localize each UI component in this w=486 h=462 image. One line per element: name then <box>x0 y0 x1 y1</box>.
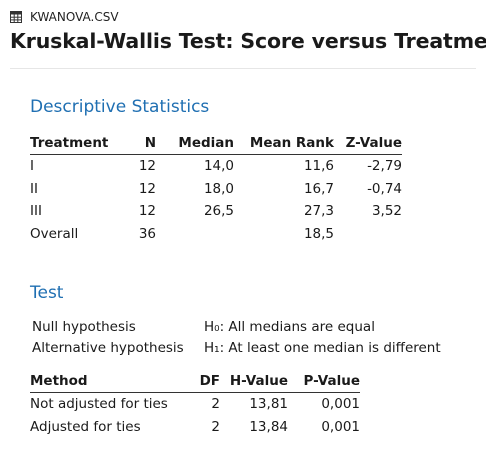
table-row: Overall 36 18,5 <box>30 223 402 246</box>
method-cell: Not adjusted for ties <box>30 396 168 413</box>
table-header-row: Method DF H-Value P-Value <box>30 371 360 393</box>
treatment-cell: II <box>30 180 38 197</box>
title-divider <box>10 68 476 69</box>
z-value-cell: -0,74 <box>367 180 402 197</box>
column-header-treatment: Treatment <box>30 133 128 155</box>
table-grid-icon <box>10 11 22 23</box>
n-cell: 36 <box>138 225 156 242</box>
column-header-mean-rank: Mean Rank <box>236 133 336 155</box>
table-row: Not adjusted for ties 2 13,81 0,001 <box>30 393 360 416</box>
file-name: KWANOVA.CSV <box>30 10 119 24</box>
table-header-row: Treatment N Median Mean Rank Z-Value <box>30 133 402 155</box>
table-row: II 12 18,0 16,7 -0,74 <box>30 178 402 201</box>
df-cell: 2 <box>211 418 220 435</box>
hypotheses-block: Null hypothesis H₀: All medians are equa… <box>32 316 441 359</box>
null-hypothesis-label: Null hypothesis <box>32 318 136 335</box>
mean-rank-cell: 11,6 <box>303 158 334 175</box>
treatment-cell: Overall <box>30 225 79 242</box>
n-cell: 12 <box>138 203 156 220</box>
mean-rank-cell: 18,5 <box>303 225 334 242</box>
test-heading: Test <box>30 283 64 303</box>
z-value-cell: 3,52 <box>371 203 402 220</box>
column-header-n: N <box>128 133 160 155</box>
n-cell: 12 <box>138 180 156 197</box>
table-row: III 12 26,5 27,3 3,52 <box>30 200 402 223</box>
h-value-cell: 13,81 <box>249 396 288 413</box>
column-header-df: DF <box>190 371 224 393</box>
null-hypothesis-row: Null hypothesis H₀: All medians are equa… <box>32 316 441 338</box>
file-bar: KWANOVA.CSV <box>10 9 119 25</box>
table-row: I 12 14,0 11,6 -2,79 <box>30 155 402 178</box>
median-cell <box>160 223 236 246</box>
column-header-z-value: Z-Value <box>336 133 402 155</box>
median-cell: 14,0 <box>203 158 234 175</box>
treatment-cell: III <box>30 203 42 220</box>
table-row: Adjusted for ties 2 13,84 0,001 <box>30 416 360 439</box>
n-cell: 12 <box>138 158 156 175</box>
null-hypothesis-value: H₀: All medians are equal <box>204 318 375 335</box>
test-results-table: Method DF H-Value P-Value Not adjusted f… <box>30 371 360 438</box>
column-header-p-value: P-Value <box>290 371 360 393</box>
alternative-hypothesis-value: H₁: At least one median is different <box>204 340 441 357</box>
descriptive-statistics-table: Treatment N Median Mean Rank Z-Value I 1… <box>30 133 402 245</box>
page-title: Kruskal-Wallis Test: Score versus Treatm… <box>10 29 486 53</box>
column-header-h-value: H-Value <box>224 371 290 393</box>
column-header-method: Method <box>30 371 190 393</box>
mean-rank-cell: 27,3 <box>303 203 334 220</box>
descriptive-statistics-heading: Descriptive Statistics <box>30 97 210 117</box>
z-value-cell <box>336 223 402 246</box>
df-cell: 2 <box>211 396 220 413</box>
z-value-cell: -2,79 <box>367 158 402 175</box>
method-cell: Adjusted for ties <box>30 418 141 435</box>
median-cell: 26,5 <box>203 203 234 220</box>
treatment-cell: I <box>30 158 34 175</box>
column-header-median: Median <box>160 133 236 155</box>
alternative-hypothesis-row: Alternative hypothesis H₁: At least one … <box>32 338 441 360</box>
h-value-cell: 13,84 <box>249 418 288 435</box>
alternative-hypothesis-label: Alternative hypothesis <box>32 340 184 357</box>
p-value-cell: 0,001 <box>321 396 360 413</box>
p-value-cell: 0,001 <box>321 418 360 435</box>
median-cell: 18,0 <box>203 180 234 197</box>
mean-rank-cell: 16,7 <box>303 180 334 197</box>
